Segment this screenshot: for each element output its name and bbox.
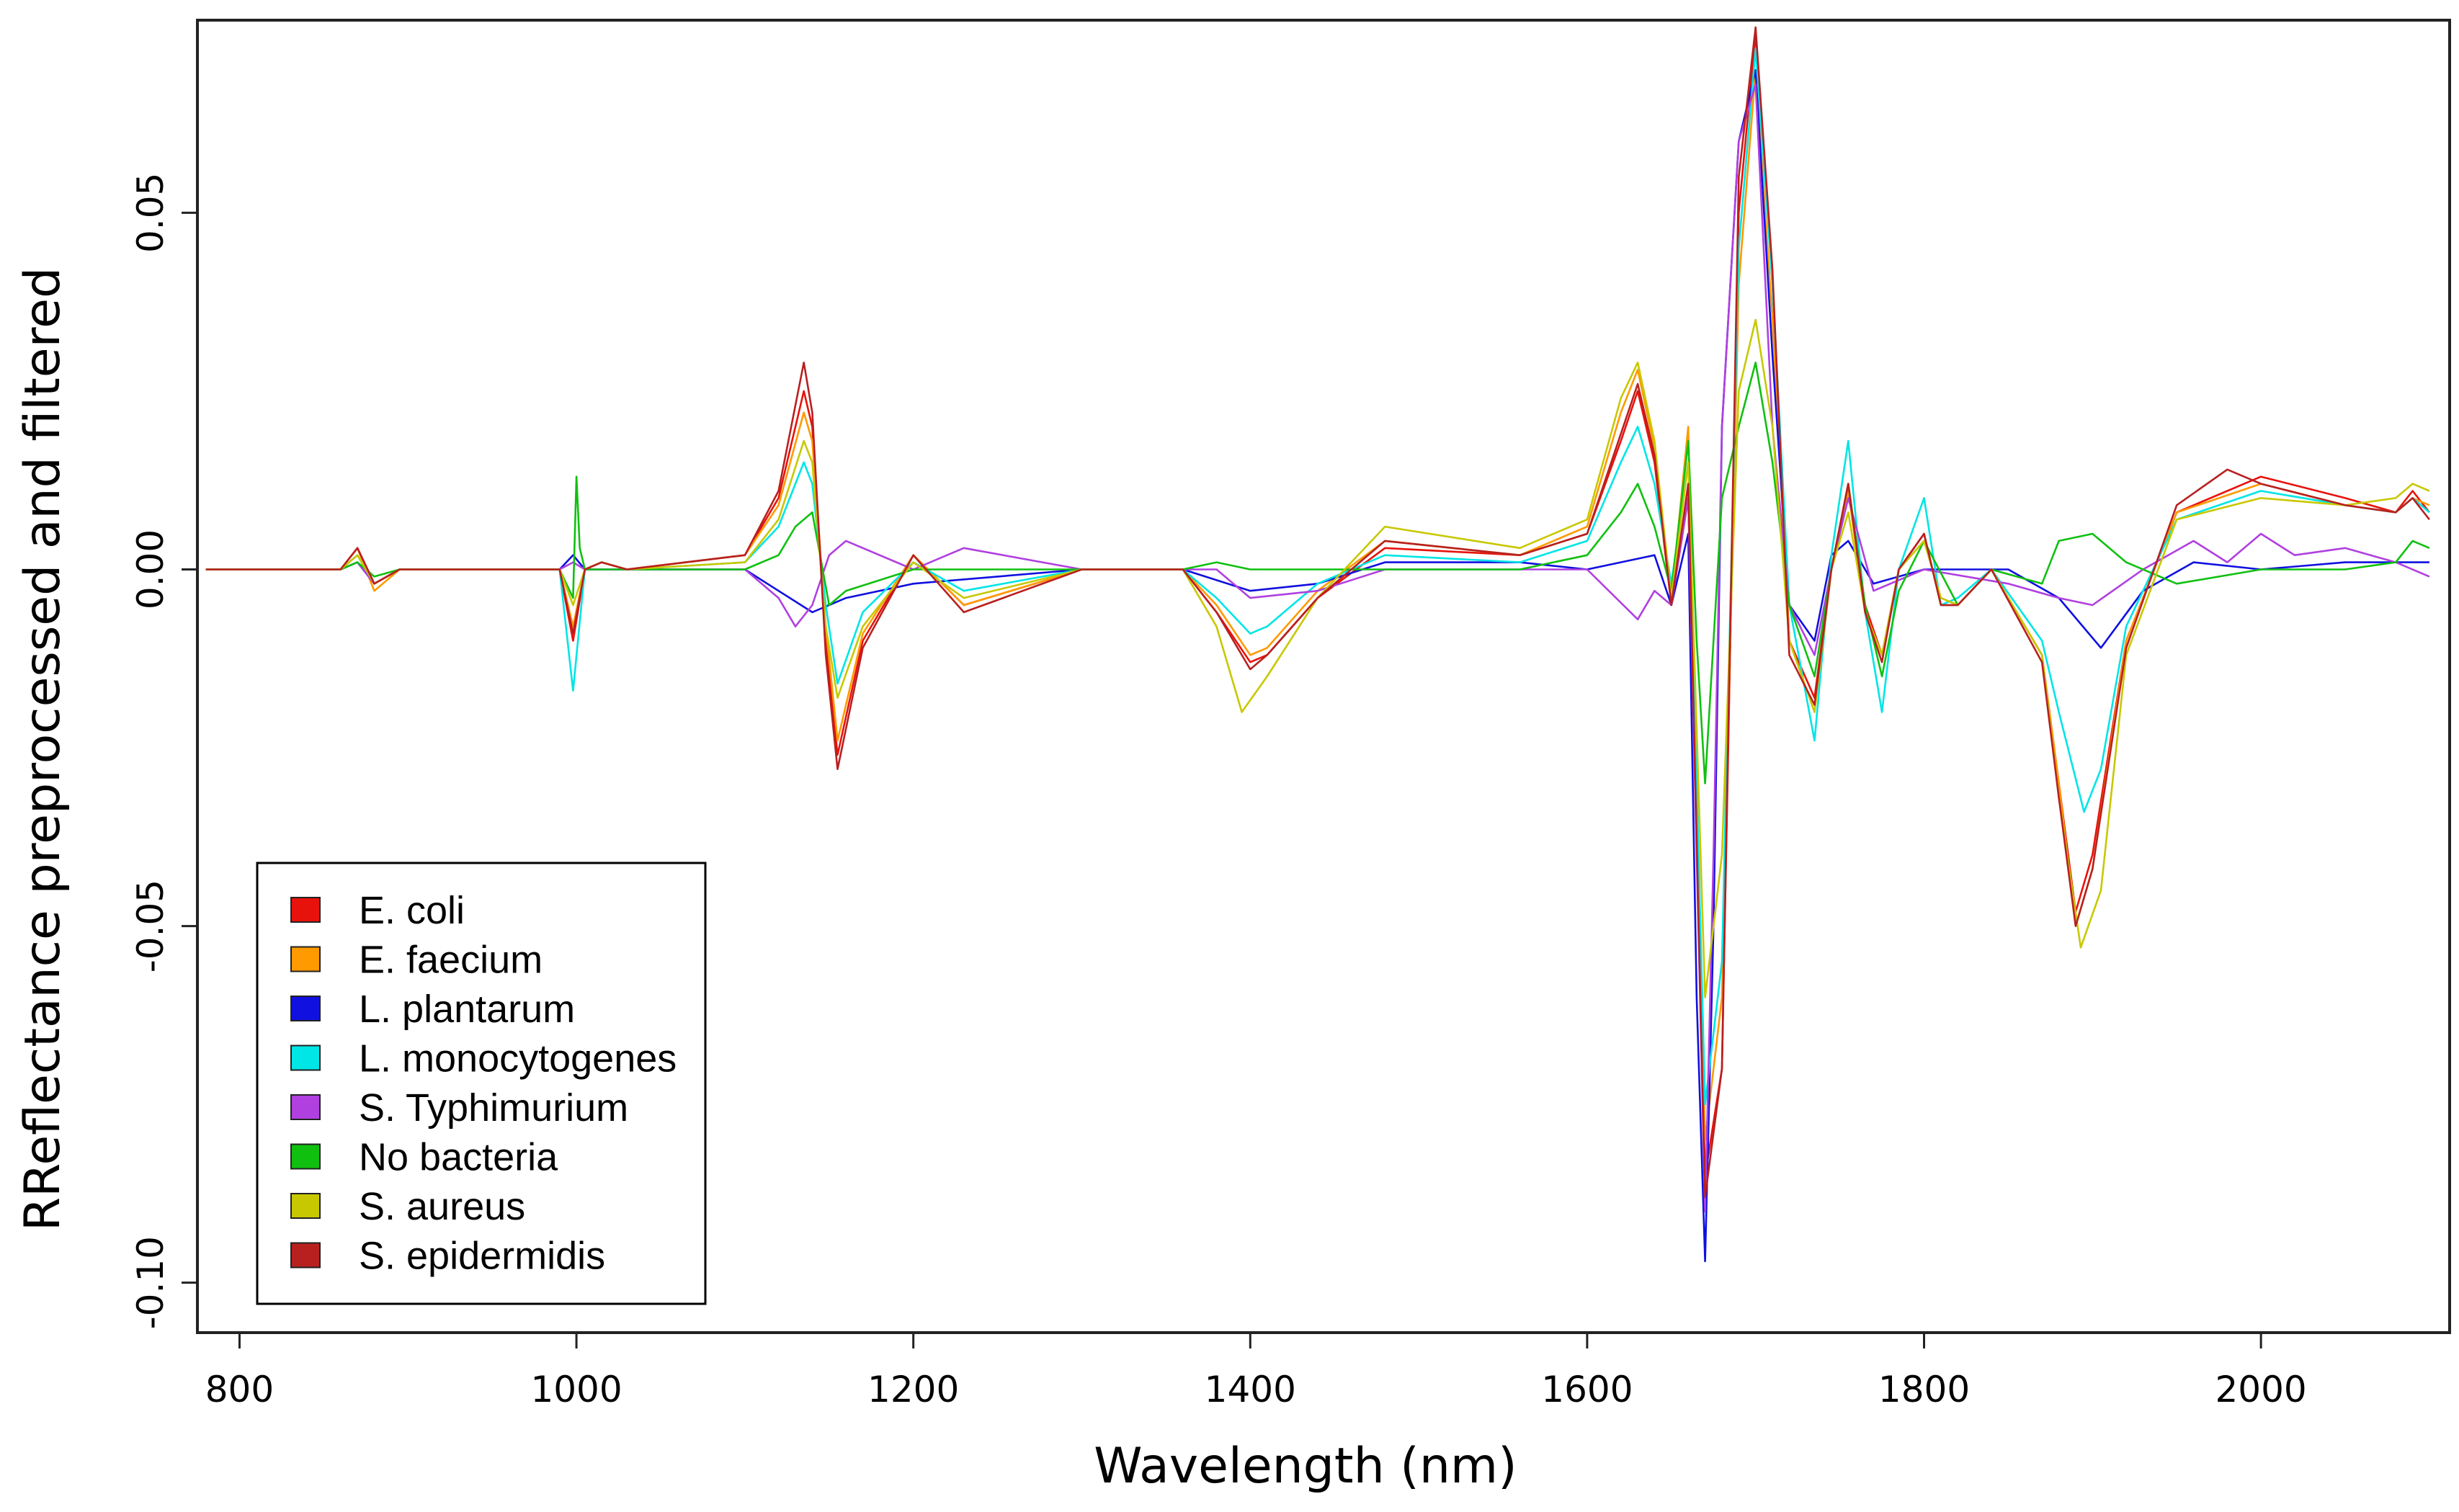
y-tick-label: 0.00 xyxy=(130,529,171,609)
y-axis: -0.10 -0.05 0.00 0.05 xyxy=(130,173,197,1329)
legend-swatch xyxy=(290,897,321,923)
legend-swatch xyxy=(290,1094,321,1120)
series-line-6 xyxy=(205,362,2430,784)
legend-label: E. faecium xyxy=(359,939,543,982)
legend-label: L. monocytogenes xyxy=(359,1037,677,1081)
legend-swatch xyxy=(290,1242,321,1269)
legend: E. coli E. faecium L. plantarum L. monocyto… xyxy=(256,862,707,1305)
x-tick-label: 2000 xyxy=(2215,1369,2307,1410)
x-axis-title: Wavelength (nm) xyxy=(1094,1438,1517,1495)
y-axis-title: RReflectance preprocessed and filtered xyxy=(14,267,71,1231)
legend-label: S. aureus xyxy=(359,1185,525,1228)
legend-label: No bacteria xyxy=(359,1136,558,1179)
y-tick-label: -0.05 xyxy=(130,880,171,972)
x-tick-label: 1000 xyxy=(530,1369,622,1410)
legend-label: E. coli xyxy=(359,889,465,932)
x-tick-label: 1800 xyxy=(1878,1369,1970,1410)
legend-label: S. Typhimurium xyxy=(359,1086,628,1129)
x-tick-label: 800 xyxy=(205,1369,274,1410)
legend-box xyxy=(256,862,707,1305)
y-tick-label: -0.10 xyxy=(130,1236,171,1329)
x-axis: 800 1000 1200 1400 1600 1800 2000 xyxy=(205,1333,2307,1410)
x-tick-label: 1200 xyxy=(867,1369,959,1410)
legend-swatch xyxy=(290,1143,321,1170)
legend-swatch xyxy=(290,1193,321,1219)
legend-label: S. epidermidis xyxy=(359,1235,605,1278)
legend-swatch xyxy=(290,946,321,972)
legend-swatch xyxy=(290,996,321,1021)
x-tick-label: 1400 xyxy=(1205,1369,1296,1410)
x-tick-label: 1600 xyxy=(1541,1369,1633,1410)
series-layer xyxy=(205,26,2430,1263)
y-tick-label: 0.05 xyxy=(130,173,171,253)
legend-label: L. plantarum xyxy=(359,988,575,1031)
series-line-8 xyxy=(205,26,2430,1199)
legend-swatch xyxy=(290,1044,321,1071)
plot-frame xyxy=(196,19,2451,1334)
